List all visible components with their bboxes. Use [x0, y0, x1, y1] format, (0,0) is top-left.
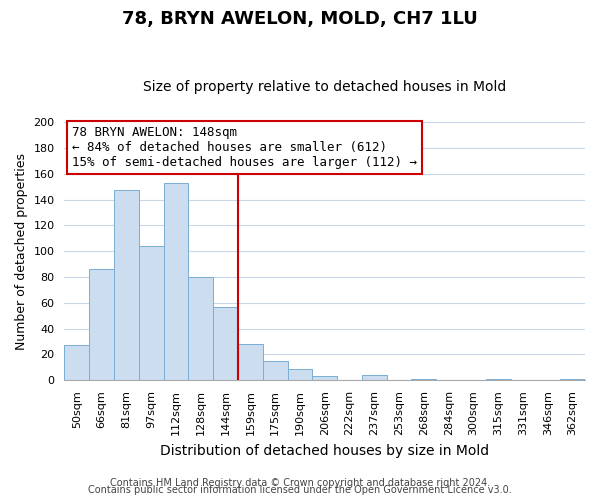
- Bar: [263, 361, 287, 380]
- Bar: [213, 306, 238, 380]
- Bar: [188, 277, 213, 380]
- Title: Size of property relative to detached houses in Mold: Size of property relative to detached ho…: [143, 80, 506, 94]
- Bar: [412, 379, 436, 380]
- Bar: [313, 376, 337, 380]
- Y-axis label: Number of detached properties: Number of detached properties: [15, 152, 28, 350]
- Text: 78, BRYN AWELON, MOLD, CH7 1LU: 78, BRYN AWELON, MOLD, CH7 1LU: [122, 10, 478, 28]
- Text: 78 BRYN AWELON: 148sqm
← 84% of detached houses are smaller (612)
15% of semi-de: 78 BRYN AWELON: 148sqm ← 84% of detached…: [72, 126, 417, 169]
- Bar: [89, 270, 114, 380]
- Bar: [139, 246, 164, 380]
- Text: Contains public sector information licensed under the Open Government Licence v3: Contains public sector information licen…: [88, 485, 512, 495]
- Bar: [287, 368, 313, 380]
- Bar: [114, 190, 139, 380]
- Text: Contains HM Land Registry data © Crown copyright and database right 2024.: Contains HM Land Registry data © Crown c…: [110, 478, 490, 488]
- Bar: [560, 379, 585, 380]
- X-axis label: Distribution of detached houses by size in Mold: Distribution of detached houses by size …: [160, 444, 489, 458]
- Bar: [362, 375, 386, 380]
- Bar: [164, 182, 188, 380]
- Bar: [486, 379, 511, 380]
- Bar: [238, 344, 263, 381]
- Bar: [64, 346, 89, 380]
